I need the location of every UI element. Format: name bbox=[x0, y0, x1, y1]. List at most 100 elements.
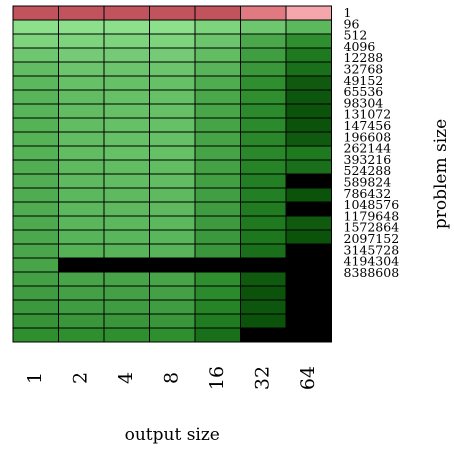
heatmap-cell bbox=[58, 285, 105, 301]
heatmap-cell bbox=[103, 299, 150, 315]
heatmap-cell bbox=[103, 61, 150, 77]
row-tick-label: 4194304 bbox=[344, 254, 400, 269]
row-tick-label: 524288 bbox=[344, 163, 392, 178]
row-tick-labels: 1965124096122883276849152655369830413107… bbox=[344, 5, 400, 280]
heatmap-cell bbox=[149, 229, 196, 245]
column-tick-label: 64 bbox=[297, 366, 319, 390]
heatmap-cell bbox=[58, 243, 105, 259]
heatmap-cell bbox=[194, 47, 241, 63]
heatmap-cell bbox=[103, 19, 150, 35]
heatmap-cell bbox=[240, 131, 287, 147]
heatmap-cell bbox=[194, 285, 241, 301]
heatmap-cell bbox=[103, 327, 150, 343]
heatmap-cell bbox=[58, 187, 105, 203]
heatmap-cell bbox=[58, 159, 105, 175]
heatmap-cell bbox=[58, 47, 105, 63]
column-tick-label: 16 bbox=[206, 366, 228, 390]
heatmap-cell bbox=[149, 271, 196, 287]
heatmap-cell bbox=[285, 47, 332, 63]
heatmap-cell bbox=[285, 89, 332, 105]
heatmap-cell bbox=[58, 271, 105, 287]
heatmap-cell bbox=[12, 75, 59, 91]
heatmap-cell bbox=[103, 173, 150, 189]
heatmap-cell bbox=[194, 117, 241, 133]
heatmap-cell bbox=[103, 145, 150, 161]
heatmap-cell bbox=[285, 285, 332, 301]
heatmap-cell bbox=[103, 117, 150, 133]
row-tick-label: 512 bbox=[344, 28, 368, 43]
heatmap-cell bbox=[194, 187, 241, 203]
heatmap-cell bbox=[149, 145, 196, 161]
heatmap-cell bbox=[240, 243, 287, 259]
heatmap-cell bbox=[58, 215, 105, 231]
column-tick-label: 2 bbox=[69, 372, 91, 384]
heatmap-cell bbox=[58, 103, 105, 119]
heatmap-cell bbox=[194, 145, 241, 161]
heatmap-cell bbox=[149, 285, 196, 301]
heatmap-cell bbox=[194, 5, 241, 21]
heatmap-cell bbox=[12, 201, 59, 217]
heatmap-cell bbox=[103, 103, 150, 119]
heatmap-cell bbox=[285, 229, 332, 245]
heatmap-cell bbox=[12, 229, 59, 245]
heatmap-cell bbox=[58, 299, 105, 315]
heatmap-cell bbox=[149, 313, 196, 329]
heatmap-cell bbox=[149, 103, 196, 119]
heatmap-cell bbox=[12, 117, 59, 133]
heatmap-cell bbox=[285, 173, 332, 189]
heatmap-cell bbox=[12, 257, 59, 273]
heatmap-cell bbox=[12, 103, 59, 119]
heatmap-cell bbox=[12, 327, 59, 343]
heatmap-cell bbox=[285, 257, 332, 273]
heatmap-cell bbox=[240, 5, 287, 21]
row-tick-label: 96 bbox=[344, 16, 360, 31]
heatmap-cell bbox=[240, 229, 287, 245]
heatmap-cell bbox=[194, 327, 241, 343]
heatmap-cell bbox=[103, 229, 150, 245]
heatmap-cell bbox=[285, 187, 332, 203]
heatmap-cell bbox=[194, 299, 241, 315]
heatmap-cell bbox=[149, 187, 196, 203]
heatmap-cell bbox=[149, 75, 196, 91]
heatmap-cell bbox=[194, 61, 241, 77]
heatmap-cell bbox=[103, 271, 150, 287]
heatmap-cell bbox=[149, 243, 196, 259]
heatmap-cells bbox=[12, 5, 332, 343]
heatmap-cell bbox=[240, 313, 287, 329]
row-tick-label: 8388608 bbox=[344, 265, 400, 280]
heatmap-cell bbox=[12, 271, 59, 287]
heatmap-cell bbox=[285, 75, 332, 91]
heatmap-cell bbox=[58, 173, 105, 189]
heatmap-cell bbox=[103, 285, 150, 301]
heatmap-cell bbox=[12, 19, 59, 35]
heatmap-cell bbox=[58, 201, 105, 217]
heatmap-cell bbox=[58, 61, 105, 77]
heatmap-cell bbox=[58, 229, 105, 245]
heatmap-cell bbox=[58, 257, 105, 273]
heatmap-cell bbox=[149, 5, 196, 21]
heatmap-cell bbox=[194, 215, 241, 231]
row-tick-label: 49152 bbox=[344, 73, 384, 88]
heatmap-cell bbox=[58, 145, 105, 161]
column-tick-labels: 1 2 4 8 16 32 64 bbox=[24, 366, 319, 390]
heatmap-cell bbox=[103, 89, 150, 105]
row-tick-label: 1572864 bbox=[344, 220, 400, 235]
heatmap-cell bbox=[58, 33, 105, 49]
heatmap-cell bbox=[12, 5, 59, 21]
heatmap-cell bbox=[103, 33, 150, 49]
heatmap-cell bbox=[240, 159, 287, 175]
heatmap-cell bbox=[240, 271, 287, 287]
heatmap-cell bbox=[194, 159, 241, 175]
heatmap-cell bbox=[12, 159, 59, 175]
heatmap-cell bbox=[149, 173, 196, 189]
heatmap-cell bbox=[240, 285, 287, 301]
heatmap-cell bbox=[58, 5, 105, 21]
heatmap-cell bbox=[285, 19, 332, 35]
row-tick-label: 98304 bbox=[344, 95, 384, 110]
heatmap-cell bbox=[240, 215, 287, 231]
row-tick-label: 589824 bbox=[344, 175, 392, 190]
heatmap-cell bbox=[240, 117, 287, 133]
heatmap-cell bbox=[58, 313, 105, 329]
heatmap-cell bbox=[194, 75, 241, 91]
heatmap-cell bbox=[149, 33, 196, 49]
